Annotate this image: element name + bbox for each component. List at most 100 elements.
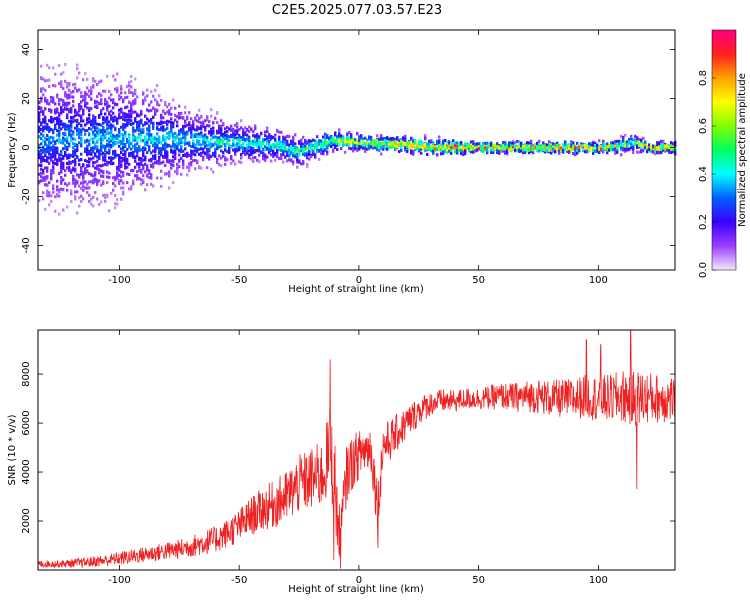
spectrogram-cell (84, 139, 87, 143)
spectrogram-cell (394, 143, 397, 147)
spectrogram-cell (42, 111, 45, 115)
spectrogram-cell (576, 141, 579, 145)
spectrogram-cell (352, 146, 355, 150)
spectrogram-cell (154, 150, 157, 154)
spectrogram-cell (62, 178, 65, 182)
spectrogram-cell (136, 177, 139, 181)
spectrogram-cell (90, 123, 93, 127)
spectrogram-cell (136, 174, 139, 178)
spectrogram-cell (194, 116, 197, 120)
spectrogram-cell (114, 137, 117, 141)
spectrogram-cell (98, 92, 101, 96)
spectrogram-cell (566, 149, 569, 153)
spectrogram-cell (64, 79, 67, 83)
spectrogram-cell (448, 149, 451, 153)
spectrogram-cell (130, 105, 133, 109)
spectrogram-cell (316, 144, 319, 148)
spectrogram-cell (140, 130, 143, 134)
spectrogram-cell (306, 140, 309, 144)
spectrogram-cell (530, 144, 533, 148)
spectrogram-cell (52, 190, 55, 194)
spectrogram-cell (194, 134, 197, 138)
spectrogram-cell (586, 143, 589, 147)
spectrogram-cell (68, 153, 71, 157)
spectrogram-cell (170, 166, 173, 170)
spectrogram-cell (212, 170, 215, 174)
spectrogram-cell (38, 117, 41, 121)
spectrogram-cell (182, 154, 185, 158)
spectrogram-cell (632, 150, 635, 154)
spectrogram-cell (242, 147, 245, 151)
spectrogram-cell (120, 160, 123, 164)
spectrogram-cell (226, 139, 229, 143)
spectrogram-cell (100, 112, 103, 116)
spectrogram-cell (38, 127, 41, 131)
spectrogram-cell (326, 150, 329, 154)
spectrogram-cell (160, 116, 163, 120)
spectrogram-cell (218, 130, 221, 134)
spectrogram-cell (162, 128, 165, 132)
spectrogram-cell (488, 148, 491, 152)
spectrogram-cell (60, 169, 63, 173)
spectrogram-cell (40, 87, 43, 91)
spectrogram-cell (192, 145, 195, 149)
spectrogram-cell (164, 128, 167, 132)
spectrogram-cell (330, 144, 333, 148)
spectrogram-cell (262, 147, 265, 151)
spectrogram-cell (146, 183, 149, 187)
spectrogram-cell (120, 150, 123, 154)
spectrogram-cell (116, 171, 119, 175)
spectrogram-cell (226, 150, 229, 154)
spectrogram-cell (60, 176, 63, 180)
spectrogram-cell (74, 114, 77, 118)
spectrogram-cell (214, 147, 217, 151)
spectrogram-cell (202, 147, 205, 151)
spectrogram-cell (274, 145, 277, 149)
spectrogram-cell (224, 143, 227, 147)
spectrogram-cell (50, 177, 53, 181)
spectrogram-cell (46, 123, 49, 127)
spectrogram-cell (160, 122, 163, 126)
spectrogram-cell (476, 142, 479, 146)
spectrogram-cell (502, 144, 505, 148)
spectrogram-cell (144, 98, 147, 102)
spectrogram-cell (440, 152, 443, 156)
spectrogram-cell (78, 158, 81, 162)
spectrogram-cell (490, 148, 493, 152)
spectrogram-cell (602, 142, 605, 146)
spectrogram-cell (232, 132, 235, 136)
spectrogram-cell (616, 143, 619, 147)
spectrogram-cell (302, 135, 305, 139)
spectrogram-cell (234, 123, 237, 127)
spectrogram-cell (422, 147, 425, 151)
spectrogram-cell (328, 143, 331, 147)
spectrogram-cell (278, 137, 281, 141)
spectrogram-cell (288, 145, 291, 149)
spectrogram-cell (272, 149, 275, 153)
spectrogram-cell (282, 139, 285, 143)
spectrogram-cell (92, 164, 95, 168)
spectrogram-cell (310, 147, 313, 151)
spectrogram-cell (38, 152, 41, 156)
spectrogram-cell (162, 126, 165, 130)
spectrogram-cell (170, 124, 173, 128)
spectrogram-cell (110, 143, 113, 147)
spectrogram-cell (196, 159, 199, 163)
spectrogram-cell (136, 123, 139, 127)
spectrogram-cell (282, 148, 285, 152)
spectrogram-cell (464, 150, 467, 154)
spectrogram-cell (336, 137, 339, 141)
spectrogram-cell (180, 145, 183, 149)
spectrogram-cell (48, 152, 51, 156)
spectrogram-cell (294, 144, 297, 148)
spectrogram-cell (178, 104, 181, 108)
spectrogram-cell (156, 159, 159, 163)
spectrogram-cell (236, 129, 239, 133)
spectrogram-cell (84, 103, 87, 107)
spectrogram-cell (100, 129, 103, 133)
spectrogram-cell (76, 76, 79, 80)
spectrogram-cell (134, 119, 137, 123)
spectrogram-cell (474, 145, 477, 149)
spectrogram-cell (416, 141, 419, 145)
spectrogram-cell (74, 108, 77, 112)
